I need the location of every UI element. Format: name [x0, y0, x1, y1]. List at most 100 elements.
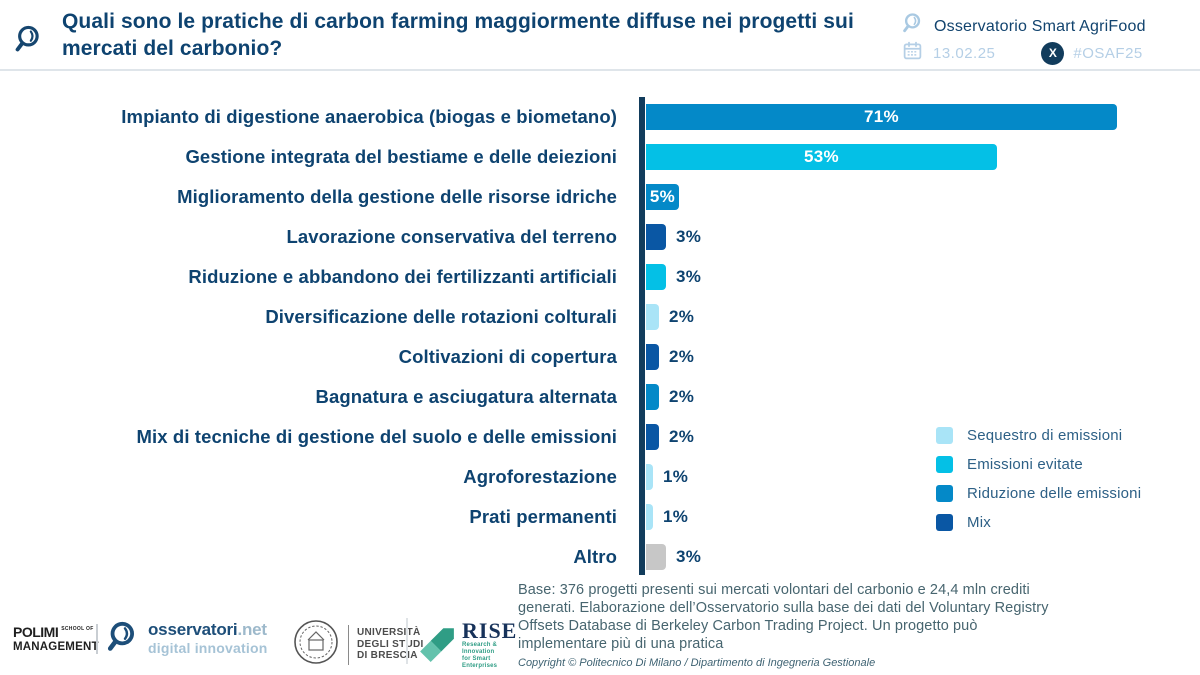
legend-swatch [936, 427, 953, 444]
value-label: 53% [804, 147, 839, 166]
footnote: Base: 376 progetti presenti sui mercati … [518, 581, 1066, 669]
bar-riduzione-delle-emissioni [646, 384, 659, 410]
bar-mix [646, 344, 659, 370]
value-label: 2% [669, 307, 695, 326]
footnote-base: Base: 376 progetti presenti sui mercati … [518, 582, 1049, 652]
bar-sequestro-di-emissioni [646, 464, 653, 490]
value-label: 5% [649, 187, 676, 206]
legend-swatch [936, 514, 953, 531]
bar-mix [646, 424, 659, 450]
polimi-logo: POLIMI SCHOOL OF MANAGEMENT [13, 624, 99, 653]
category-label: Coltivazioni di copertura [398, 346, 617, 367]
chart-row: Riduzione e abbandono dei fertilizzanti … [0, 257, 1200, 297]
bar-emissioni-evitate: 53% [646, 144, 997, 170]
value-label: 3% [676, 267, 702, 286]
footnote-copyright: Copyright © Politecnico Di Milano / Dipa… [518, 657, 876, 669]
legend-item: Sequestro di emissioni [936, 427, 1141, 444]
polimi-school-of: SCHOOL OF [61, 626, 94, 632]
category-label: Prati permanenti [469, 506, 617, 527]
category-label: Gestione integrata del bestiame e delle … [185, 146, 617, 167]
rise-name: RISE [462, 618, 518, 643]
osservatori-tld: .net [237, 620, 267, 639]
osservatori-logo: osservatori.net digital innovation [106, 620, 267, 663]
calendar-icon [902, 40, 923, 66]
unibs-line2: DEGLI STUDI [357, 638, 424, 650]
footer-divider [406, 618, 408, 664]
chart-row: Bagnatura e asciugatura alternata 2% [0, 377, 1200, 417]
rise-logo: RISE Research & Innovation for Smart Ent… [418, 620, 517, 670]
rise-tagline1: Research & Innovation [462, 642, 498, 655]
brand-row: Osservatorio Smart AgriFood [902, 12, 1146, 42]
footer-logos: POLIMI SCHOOL OF MANAGEMENT osservatori.… [0, 616, 516, 671]
hashtag-label: #OSAF25 [1073, 44, 1143, 62]
category-label: Diversificazione delle rotazioni coltura… [265, 306, 617, 327]
legend-swatch [936, 456, 953, 473]
category-label: Miglioramento della gestione delle risor… [177, 186, 617, 207]
polimi-management: MANAGEMENT [13, 641, 99, 653]
category-label: Impianto di digestione anaerobica (bioga… [121, 106, 617, 127]
chart-legend: Sequestro di emissioni Emissioni evitate R… [936, 427, 1141, 543]
legend-label: Emissioni evitate [967, 456, 1083, 473]
bar-emissioni-evitate [646, 264, 666, 290]
osservatori-name: osservatori [148, 620, 238, 639]
date-label: 13.02.25 [933, 44, 996, 62]
value-label: 1% [663, 507, 689, 526]
value-label: 1% [663, 467, 689, 486]
rise-tagline2: for Smart Enterprises [462, 656, 498, 669]
bar-sequestro-di-emissioni [646, 504, 653, 530]
chart-row: Gestione integrata del bestiame e delle … [0, 137, 1200, 177]
category-label: Mix di tecniche di gestione del suolo e … [136, 426, 617, 447]
category-label: Altro [573, 546, 617, 567]
chart-row: Lavorazione conservativa del terreno 3% [0, 217, 1200, 257]
chart-row: Prati permanenti 1% [0, 497, 1200, 537]
value-label: 2% [669, 347, 695, 366]
rise-arrow-icon [418, 624, 456, 667]
polimi-name: POLIMI [13, 624, 59, 640]
chart-row: Miglioramento della gestione delle risor… [0, 177, 1200, 217]
legend-swatch [936, 485, 953, 502]
university-seal-icon [292, 618, 340, 671]
osservatori-tagline: digital innovation [148, 640, 268, 656]
magnifier-speech-icon [902, 12, 924, 42]
value-label: 71% [864, 107, 899, 126]
brand-name: Osservatorio Smart AgriFood [934, 18, 1146, 35]
bar-altro [646, 544, 666, 570]
chart-row: Agroforestazione 1% [0, 457, 1200, 497]
footer-divider [96, 624, 98, 654]
magnifier-speech-icon [14, 24, 44, 63]
meta-row: 13.02.25 X #OSAF25 [902, 40, 1143, 66]
chart-axis [639, 97, 645, 575]
value-label: 3% [676, 227, 702, 246]
legend-label: Mix [967, 514, 991, 531]
chart-row: Mix di tecniche di gestione del suolo e … [0, 417, 1200, 457]
unibs-logo: UNIVERSITÀ DEGLI STUDI DI BRESCIA [292, 618, 424, 671]
unibs-line1: UNIVERSITÀ [357, 627, 421, 639]
magnifier-speech-icon [106, 620, 140, 663]
legend-label: Riduzione delle emissioni [967, 485, 1142, 502]
category-label: Lavorazione conservativa del terreno [286, 226, 617, 247]
category-label: Riduzione e abbandono dei fertilizzanti … [188, 266, 617, 287]
chart-row: Impianto di digestione anaerobica (bioga… [0, 97, 1200, 137]
legend-item: Emissioni evitate [936, 456, 1141, 473]
unibs-line3: DI BRESCIA [357, 650, 418, 662]
chart-row: Diversificazione delle rotazioni coltura… [0, 297, 1200, 337]
category-label: Bagnatura e asciugatura alternata [315, 386, 617, 407]
chart-row: Altro 3% [0, 537, 1200, 577]
value-label: 2% [669, 427, 695, 446]
bar-riduzione-delle-emissioni: 71% [646, 104, 1117, 130]
category-label: Agroforestazione [463, 466, 617, 487]
x-social-icon: X [1041, 41, 1065, 65]
bar-sequestro-di-emissioni [646, 304, 659, 330]
bar-chart: Impianto di digestione anaerobica (bioga… [0, 97, 1200, 577]
chart-row: Coltivazioni di copertura 2% [0, 337, 1200, 377]
legend-label: Sequestro di emissioni [967, 427, 1123, 444]
value-label: 3% [676, 547, 702, 566]
bar-riduzione-delle-emissioni: 5% [646, 184, 679, 210]
legend-item: Mix [936, 514, 1141, 531]
header: Quali sono le pratiche di carbon farming… [0, 0, 1200, 71]
unibs-divider [348, 624, 349, 665]
page-title: Quali sono le pratiche di carbon farming… [62, 10, 854, 60]
value-label: 2% [669, 387, 695, 406]
legend-item: Riduzione delle emissioni [936, 485, 1141, 502]
bar-mix [646, 224, 666, 250]
